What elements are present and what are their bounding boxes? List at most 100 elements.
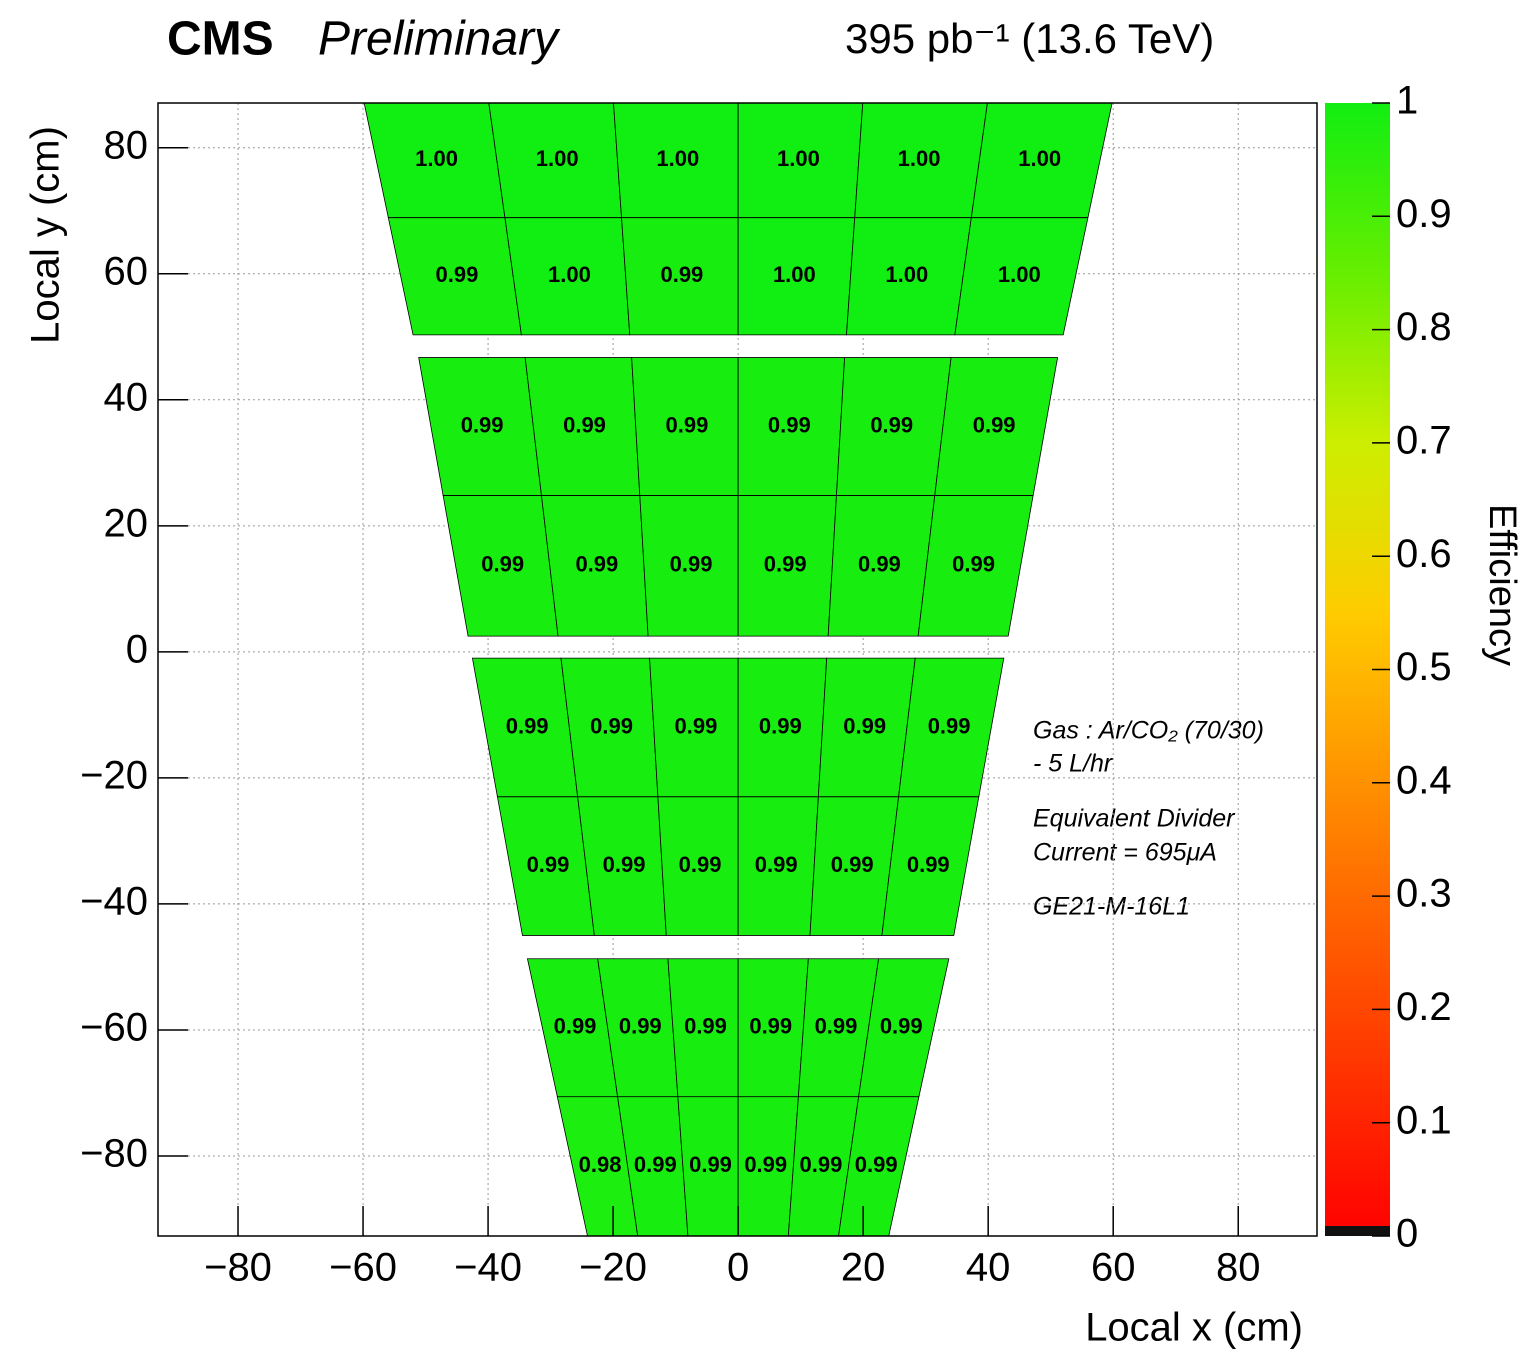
cell-label: 0.99 bbox=[590, 713, 633, 738]
cell-label: 0.98 bbox=[579, 1152, 622, 1177]
cell-label: 0.99 bbox=[563, 412, 606, 437]
cell-label: 0.99 bbox=[755, 852, 798, 877]
y-tick-label: 60 bbox=[104, 249, 149, 293]
colorbar-tick-label: 0.8 bbox=[1396, 305, 1452, 349]
cell-label: 0.99 bbox=[815, 1014, 858, 1039]
cell bbox=[787, 1096, 860, 1236]
cell bbox=[854, 103, 988, 219]
x-tick-label: 60 bbox=[1091, 1246, 1136, 1290]
x-tick-label: −40 bbox=[454, 1246, 522, 1290]
colorbar-tick-label: 0.9 bbox=[1396, 192, 1452, 236]
cell-label: 0.99 bbox=[527, 852, 570, 877]
cell-label: 1.00 bbox=[885, 262, 928, 287]
cell-label: 0.99 bbox=[759, 713, 802, 738]
colorbar-tick-label: 1 bbox=[1396, 79, 1418, 123]
annotation: Current = 695μA bbox=[1033, 839, 1217, 867]
cell-label: 0.99 bbox=[575, 552, 618, 577]
y-tick-label: 80 bbox=[104, 123, 149, 167]
cell-label: 0.99 bbox=[831, 852, 874, 877]
x-tick-label: 0 bbox=[727, 1246, 749, 1290]
y-tick-label: −40 bbox=[80, 879, 148, 923]
cell-label: 0.99 bbox=[436, 262, 479, 287]
cell-label: 0.99 bbox=[670, 552, 713, 577]
cell-label: 0.99 bbox=[660, 262, 703, 287]
cell-label: 0.99 bbox=[619, 1014, 662, 1039]
cells: 1.00 1.00 1.00 1.00 1.00 1.00 0.99 1.00 0.99 1.00… bbox=[363, 103, 1113, 1236]
colorbar-label: Efficiency bbox=[1481, 504, 1523, 666]
x-tick-label: −20 bbox=[579, 1246, 647, 1290]
x-tick-label: 80 bbox=[1216, 1246, 1261, 1290]
cell bbox=[838, 1096, 920, 1236]
colorbar-tick-label: 0 bbox=[1396, 1212, 1418, 1256]
cell-label: 0.99 bbox=[481, 552, 524, 577]
cell-label: 0.99 bbox=[764, 552, 807, 577]
lumi-label: 395 pb⁻¹ (13.6 TeV) bbox=[845, 15, 1214, 62]
cell-label: 0.99 bbox=[858, 552, 901, 577]
cell bbox=[970, 103, 1113, 219]
colorbar-tick-label: 0.6 bbox=[1396, 532, 1452, 576]
x-tick-label: −80 bbox=[204, 1246, 272, 1290]
annotation: - 5 L/hr bbox=[1033, 750, 1114, 778]
cell-label: 1.00 bbox=[656, 146, 699, 171]
cell bbox=[677, 1096, 739, 1236]
cell-label: 1.00 bbox=[1018, 146, 1061, 171]
y-tick-label: −60 bbox=[80, 1006, 148, 1050]
cell bbox=[488, 103, 622, 219]
cell-label: 0.99 bbox=[689, 1152, 732, 1177]
y-tick-label: −20 bbox=[80, 753, 148, 797]
cell-label: 0.99 bbox=[506, 713, 549, 738]
x-tick-label: 40 bbox=[966, 1246, 1011, 1290]
annotation: Gas : Ar/CO₂ (70/30) bbox=[1033, 717, 1264, 745]
cell-label: 0.99 bbox=[843, 713, 886, 738]
x-tick-label: −60 bbox=[329, 1246, 397, 1290]
y-tick-label: 40 bbox=[104, 375, 149, 419]
cell-label: 0.99 bbox=[768, 412, 811, 437]
colorbar-tick-label: 0.2 bbox=[1396, 985, 1452, 1029]
cell bbox=[363, 103, 506, 219]
cell-label: 0.99 bbox=[666, 412, 709, 437]
x-tick-label: 20 bbox=[841, 1246, 886, 1290]
cell-label: 0.99 bbox=[603, 852, 646, 877]
y-tick-label: 20 bbox=[104, 501, 149, 545]
cell-label: 0.99 bbox=[461, 412, 504, 437]
cell-label: 0.99 bbox=[684, 1014, 727, 1039]
cell bbox=[613, 103, 739, 219]
cell-label: 0.99 bbox=[679, 852, 722, 877]
cell-label: 0.99 bbox=[749, 1014, 792, 1039]
x-axis-label: Local x (cm) bbox=[1085, 1306, 1303, 1350]
y-tick-label: −80 bbox=[80, 1132, 148, 1176]
annotation: Equivalent Divider bbox=[1033, 805, 1236, 833]
cell-label: 0.99 bbox=[973, 412, 1016, 437]
chart-subtitle: Preliminary bbox=[318, 13, 561, 66]
cell bbox=[917, 495, 1034, 637]
colorbar-underflow bbox=[1325, 1226, 1390, 1236]
chart-title: CMS bbox=[167, 13, 274, 66]
cell-label: 0.99 bbox=[554, 1014, 597, 1039]
cell-label: 0.99 bbox=[675, 713, 718, 738]
colorbar-tick-label: 0.4 bbox=[1396, 758, 1452, 802]
cell-label: 0.99 bbox=[870, 412, 913, 437]
y-axis-label: Local y (cm) bbox=[24, 126, 68, 344]
cell-label: 0.99 bbox=[952, 552, 995, 577]
colorbar-tick-label: 0.1 bbox=[1396, 1098, 1452, 1142]
cell-label: 0.99 bbox=[744, 1152, 787, 1177]
cell bbox=[954, 217, 1089, 336]
cell-label: 1.00 bbox=[898, 146, 941, 171]
colorbar-tick-label: 0.3 bbox=[1396, 872, 1452, 916]
cell bbox=[556, 1096, 639, 1236]
cell-label: 0.99 bbox=[907, 852, 950, 877]
cell-label: 0.99 bbox=[634, 1152, 677, 1177]
cell-label: 1.00 bbox=[773, 262, 816, 287]
cell bbox=[737, 103, 864, 219]
colorbar-tick-label: 0.7 bbox=[1396, 418, 1452, 462]
cell bbox=[881, 796, 980, 936]
cell-label: 1.00 bbox=[415, 146, 458, 171]
cell-label: 0.99 bbox=[928, 713, 971, 738]
cell-label: 0.99 bbox=[800, 1152, 843, 1177]
cell-label: 0.99 bbox=[880, 1014, 923, 1039]
colorbar-tick-label: 0.5 bbox=[1396, 645, 1452, 689]
cell bbox=[617, 1096, 689, 1236]
cell-label: 0.99 bbox=[855, 1152, 898, 1177]
cell-label: 1.00 bbox=[536, 146, 579, 171]
